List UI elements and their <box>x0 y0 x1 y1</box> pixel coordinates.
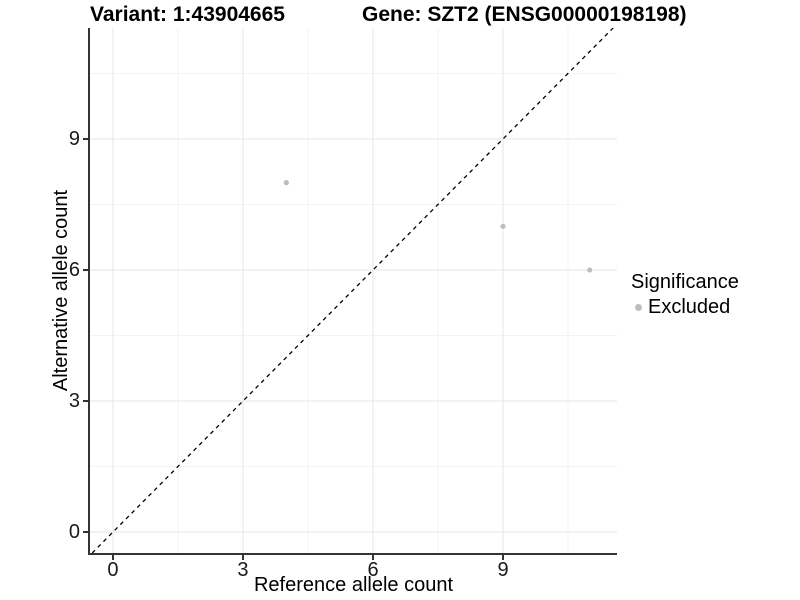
y-axis-label: Alternative allele count <box>50 189 73 392</box>
x-tick-mark <box>372 555 374 560</box>
y-tick-label: 3 <box>68 390 80 412</box>
plot-title-gene: Gene: SZT2 (ENSG00000198198) <box>362 3 687 26</box>
legend-point-icon <box>635 304 642 311</box>
y-tick-mark <box>83 269 88 271</box>
legend: Significance Excluded <box>631 271 739 319</box>
data-point <box>500 223 506 229</box>
x-tick-mark <box>502 555 504 560</box>
x-tick-label: 0 <box>107 559 119 581</box>
y-tick-label: 6 <box>68 258 80 281</box>
y-tick-mark <box>83 400 88 402</box>
x-tick-label: 6 <box>367 559 379 581</box>
x-tick-mark <box>112 555 114 560</box>
legend-item-excluded: Excluded <box>631 296 739 319</box>
x-tick-mark <box>242 555 244 560</box>
legend-title: Significance <box>631 271 739 293</box>
data-point <box>587 267 593 273</box>
data-point <box>283 180 289 186</box>
legend-item-label: Excluded <box>648 296 731 318</box>
y-tick-mark <box>83 531 88 533</box>
y-tick-mark <box>83 138 88 140</box>
x-tick-label: 3 <box>237 559 249 581</box>
plot-title-variant: Variant: 1:43904665 <box>90 3 285 26</box>
y-tick-label: 0 <box>68 521 80 544</box>
y-tick-label: 9 <box>68 127 80 150</box>
plot-panel <box>88 28 617 555</box>
x-axis-label: Reference allele count <box>253 574 453 596</box>
identity-line <box>91 28 614 553</box>
x-tick-label: 9 <box>497 559 509 581</box>
plot-canvas <box>90 28 617 553</box>
y-axis-label-box: Alternative allele count <box>42 28 82 553</box>
